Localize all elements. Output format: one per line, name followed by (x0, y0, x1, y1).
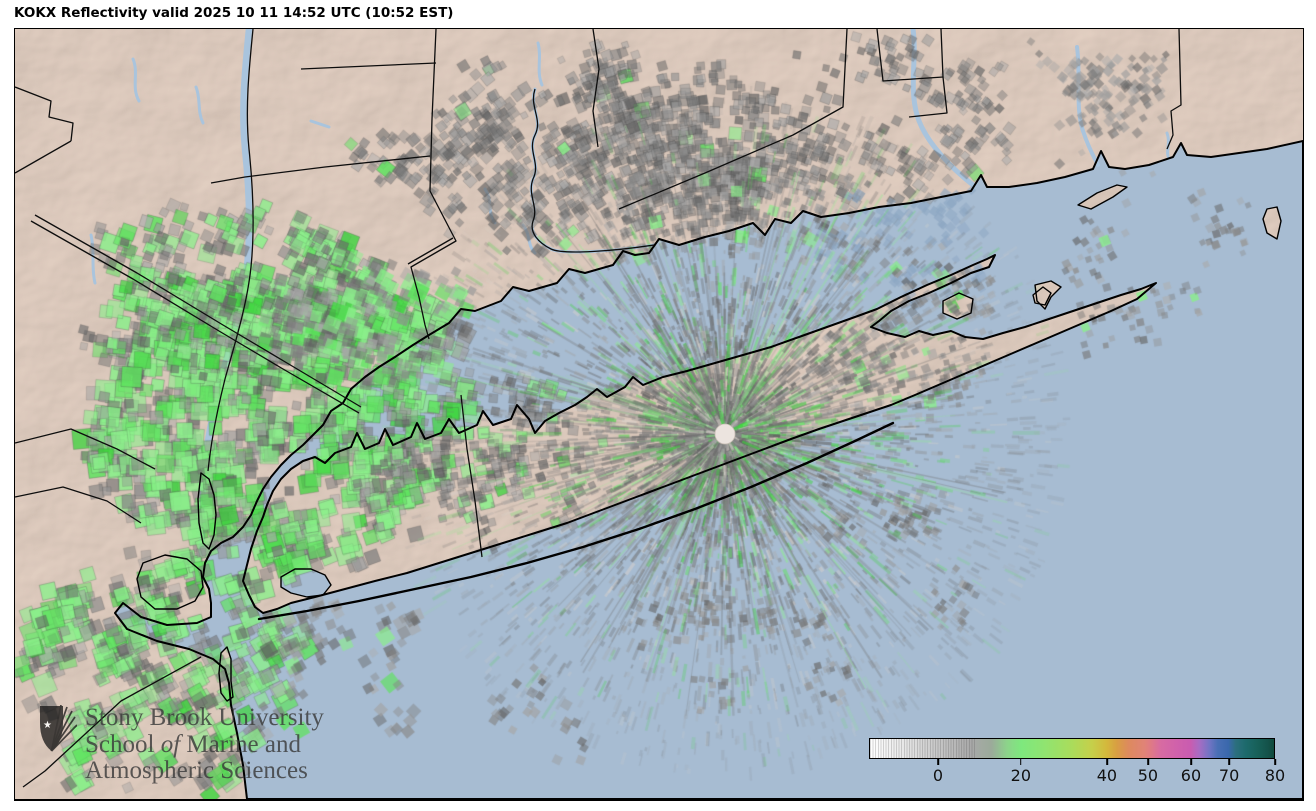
radar-site-dot (714, 423, 736, 445)
logo-line-2: School of Marine and (85, 730, 301, 758)
manhattan-coast (197, 472, 217, 550)
logo-line-3: Atmospheric Sciences (85, 757, 308, 784)
shield-star-icon: ★ (43, 720, 52, 731)
colorbar-tick (1228, 759, 1230, 765)
colorbar-tick-label: 40 (1096, 766, 1118, 785)
block-island-coast (1262, 206, 1282, 240)
colorbar-tick-label: 50 (1137, 766, 1159, 785)
colorbar-tick-label: 0 (932, 766, 944, 785)
colorbar-tick (1106, 759, 1108, 765)
shelter-island-coast (942, 292, 974, 320)
colorbar-tick-label: 60 (1180, 766, 1202, 785)
colorbar-labels: 0 20 40 50 60 70 80 (869, 765, 1285, 785)
barrier-islands (257, 421, 895, 621)
colorbar-tick-label: 70 (1218, 766, 1240, 785)
colorbar-tick-label: 20 (1010, 766, 1032, 785)
fishers-island-coast (1077, 184, 1128, 210)
reflectivity-colorbar: 0 20 40 50 60 70 80 (869, 738, 1285, 785)
logo-line-1: Stony Brook University (85, 704, 324, 731)
hudson-boundary (207, 29, 254, 472)
colorbar-ticks (869, 759, 1276, 765)
colorbar-gradient (869, 738, 1275, 759)
colorbar-tick (937, 759, 939, 765)
radar-map-panel: ★ Stony Brook University School of Marin… (14, 28, 1304, 801)
county-state-borders (15, 29, 1182, 788)
stonybrook-logo-text: Stony Brook University School of Marine … (85, 704, 324, 785)
colorbar-tick-label: 80 (1264, 766, 1286, 785)
stonybrook-logo: ★ Stony Brook University School of Marin… (39, 704, 324, 785)
radar-echoes-layer (15, 29, 1303, 799)
colorbar-tick (1147, 759, 1149, 765)
boundaries-layer (15, 29, 1303, 799)
figure-title: KOKX Reflectivity valid 2025 10 11 14:52… (14, 5, 454, 21)
staten-island-coast (136, 554, 204, 610)
colorbar-tick (1020, 759, 1022, 765)
stonybrook-shield-icon: ★ (40, 705, 77, 752)
housatonic-boundary (530, 88, 655, 253)
colorbar-tick (1274, 759, 1276, 765)
long-island-coast (242, 254, 1157, 614)
plum-island-coast (1034, 280, 1062, 310)
jamaica-bay-coast (280, 568, 332, 598)
colorbar-tick (1190, 759, 1192, 765)
